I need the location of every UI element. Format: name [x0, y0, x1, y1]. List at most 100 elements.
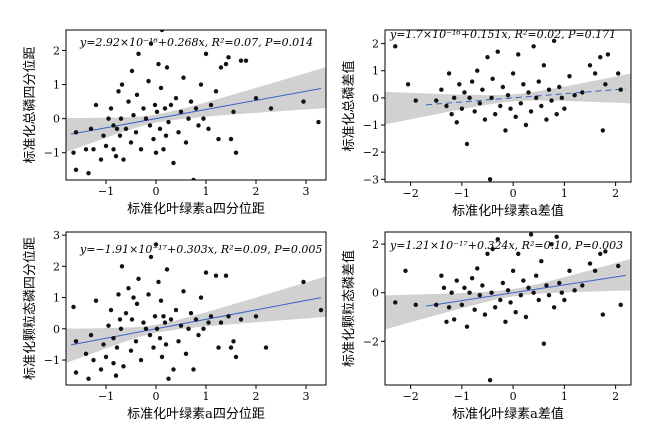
data-point: [136, 276, 141, 282]
data-point: [492, 305, 498, 310]
data-point: [316, 119, 321, 125]
data-point: [253, 314, 259, 319]
data-point: [490, 246, 495, 252]
data-point: [533, 273, 539, 278]
data-point: [166, 119, 171, 125]
plot-area: [66, 242, 326, 381]
data-point: [118, 116, 124, 121]
data-point: [147, 332, 153, 338]
data-point: [233, 354, 239, 360]
data-point: [462, 285, 467, 291]
data-point: [86, 170, 91, 176]
data-point: [454, 120, 459, 125]
data-point: [119, 82, 125, 87]
data-point: [161, 314, 166, 319]
data-point: [168, 317, 174, 322]
data-point: [151, 345, 156, 350]
regression-annotation: y=−1.91×10⁻¹⁷+0.303x, R²=0.09, P=0.005: [79, 243, 322, 256]
data-point: [157, 335, 163, 341]
data-point: [464, 324, 470, 329]
data-point: [446, 71, 452, 76]
x-tick-label: −1: [98, 185, 114, 198]
data-point: [318, 307, 324, 313]
data-point: [510, 71, 516, 76]
data-point: [598, 54, 603, 60]
data-point: [444, 319, 449, 325]
data-point: [539, 258, 544, 264]
x-tick-label: 3: [303, 390, 310, 403]
regression-annotation: y=2.92×10⁻¹⁶+0.268x, R²=0.07, P=0.014: [79, 36, 313, 49]
data-point: [159, 354, 165, 360]
data-point: [485, 251, 490, 257]
regression-line: [425, 88, 626, 106]
data-point: [162, 106, 168, 111]
data-point: [449, 111, 454, 117]
data-point: [111, 335, 116, 341]
data-point: [203, 51, 209, 57]
data-point: [176, 339, 181, 344]
data-point: [151, 136, 156, 142]
data-point: [173, 307, 179, 313]
data-point: [510, 268, 516, 274]
y-axis-label: 标准化总磷差值: [341, 60, 357, 151]
data-point: [178, 323, 184, 328]
data-point: [121, 157, 126, 162]
data-point: [113, 153, 119, 159]
y-axis-label: 标准化颗粒态磷四分位距: [23, 237, 38, 380]
data-point: [559, 95, 565, 101]
data-point: [472, 307, 477, 312]
y-tick-label: 0: [372, 92, 379, 105]
data-point: [618, 302, 623, 308]
y-tick-label: 3: [53, 229, 60, 242]
data-point: [600, 128, 606, 133]
regression-annotation: y=1.7×10⁻¹⁶+0.151x, R²=0.02, P=0.171: [389, 28, 616, 41]
data-point: [469, 275, 475, 281]
data-point: [605, 52, 611, 57]
data-point: [93, 102, 99, 108]
data-point: [131, 113, 136, 118]
data-point: [73, 167, 79, 172]
data-point: [505, 288, 511, 293]
data-point: [146, 78, 151, 84]
y-axis-label: 标准化总磷四分位距: [23, 46, 38, 163]
x-tick-label: 1: [561, 390, 568, 403]
data-point: [171, 367, 176, 372]
data-point: [216, 136, 221, 142]
y-tick-label: 0: [53, 113, 60, 126]
x-tick-label: 1: [561, 187, 568, 200]
data-point: [181, 75, 186, 80]
data-point: [188, 310, 194, 316]
data-point: [154, 326, 160, 331]
x-tick-label: 1: [203, 185, 210, 198]
data-point: [477, 292, 483, 298]
data-point: [434, 302, 439, 308]
data-point: [152, 314, 158, 319]
data-point: [405, 82, 411, 87]
data-point: [454, 278, 459, 283]
data-point: [541, 63, 547, 68]
data-point: [128, 140, 134, 145]
data-point: [446, 305, 452, 310]
data-point: [587, 261, 593, 266]
x-tick-label: 0: [510, 390, 517, 403]
data-point: [146, 292, 151, 297]
confidence-band: [385, 258, 631, 330]
data-point: [521, 278, 526, 283]
data-point: [101, 342, 106, 347]
panel-c: −1 0 1 2 3 −1 0 1 2 3 y=−1.91×10⁻¹⁷+0.303x, R²=0.0…: [0, 215, 330, 431]
data-point: [111, 123, 116, 128]
data-point: [572, 288, 577, 293]
data-point: [114, 126, 120, 132]
data-point: [536, 297, 541, 303]
data-point: [133, 339, 139, 344]
data-point: [71, 304, 76, 310]
data-point: [148, 254, 154, 260]
regression-line: [425, 274, 626, 307]
data-point: [521, 82, 526, 87]
data-point: [173, 95, 179, 101]
data-point: [218, 65, 224, 70]
data-point: [213, 273, 219, 278]
data-point: [434, 98, 439, 103]
data-point: [459, 302, 465, 308]
